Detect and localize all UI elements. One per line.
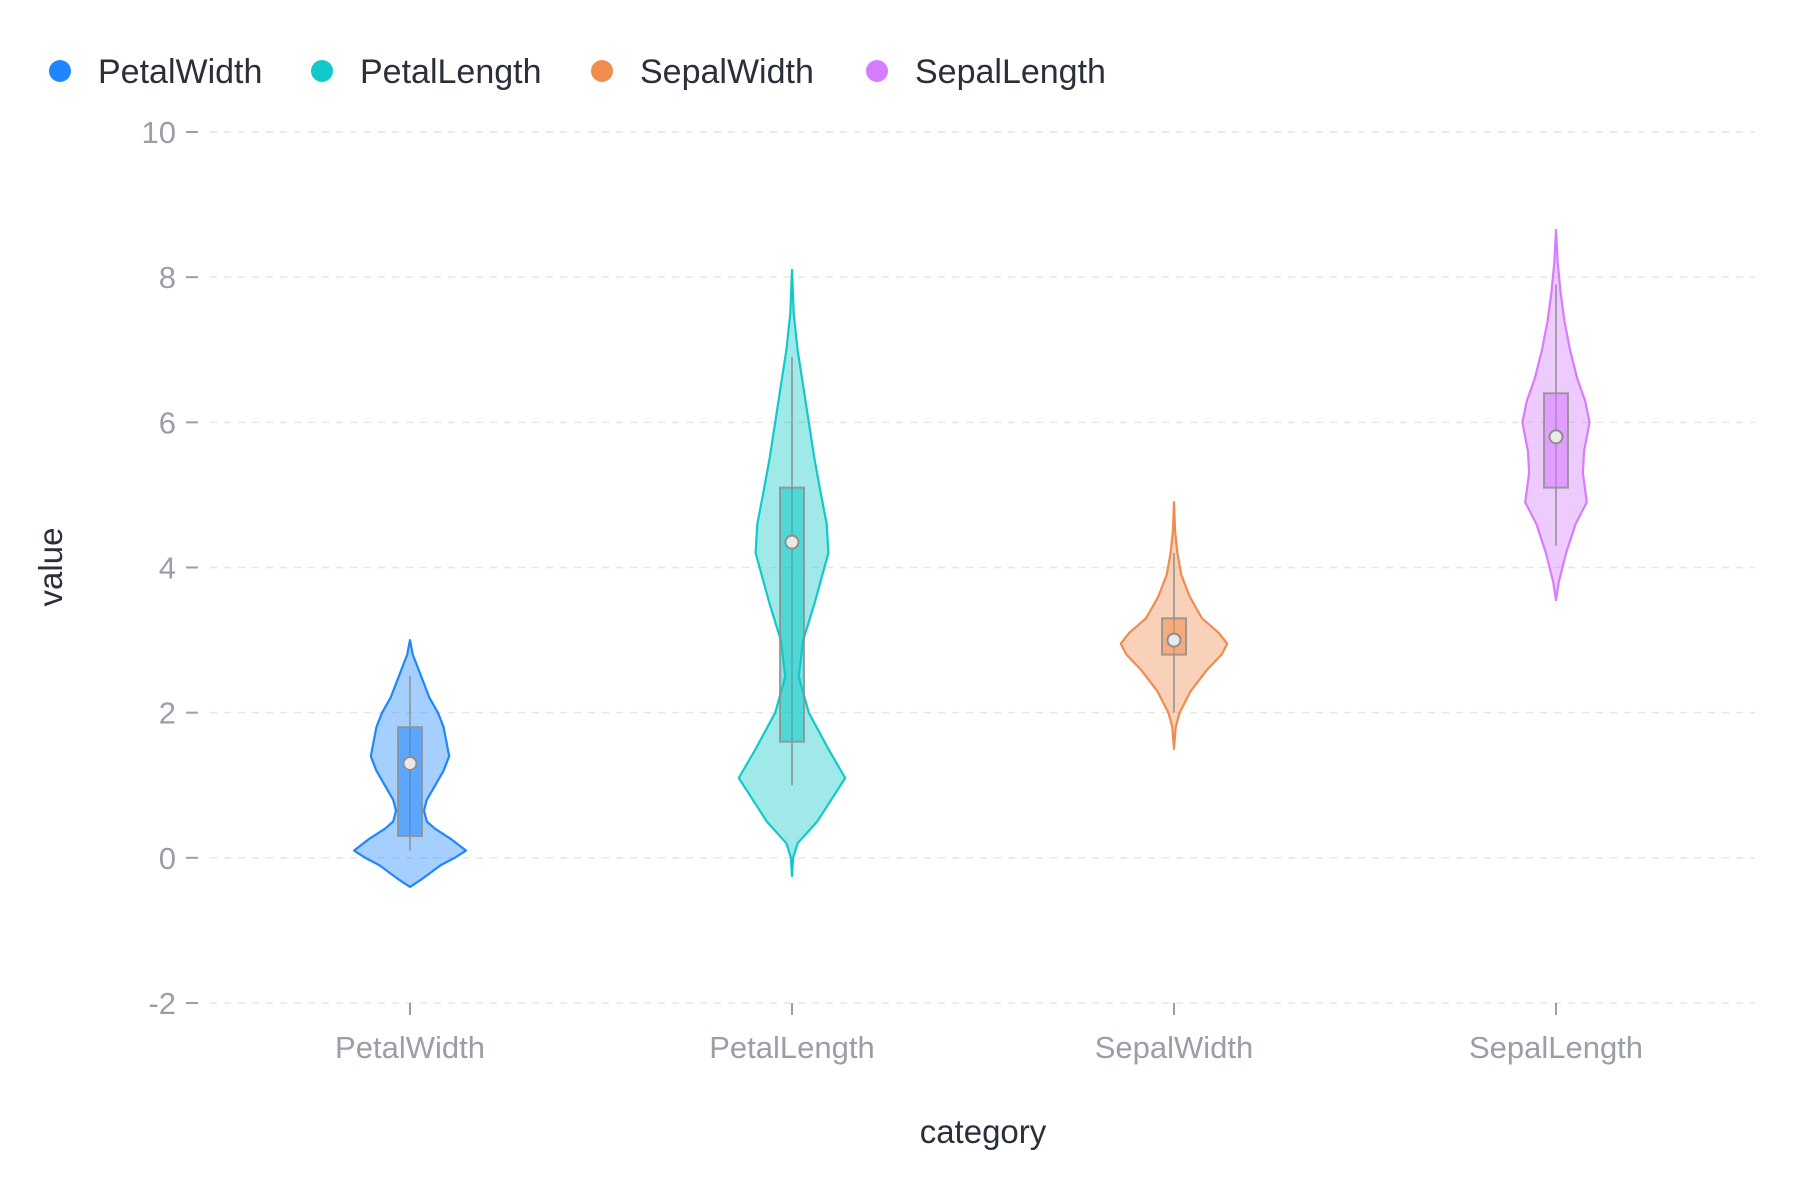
median-point	[402, 755, 418, 771]
legend-marker	[311, 60, 333, 82]
legend-marker	[866, 60, 888, 82]
x-tick-label: SepalWidth	[1095, 1030, 1254, 1065]
x-axis-title: category	[920, 1113, 1047, 1150]
y-axis-title: value	[32, 528, 69, 607]
x-axis: PetalWidth PetalLength SepalWidth SepalLeng…	[335, 1003, 1643, 1065]
legend-item-petallength: PetalLength	[311, 53, 542, 91]
legend-item-petalwidth: PetalWidth	[49, 53, 262, 91]
median-point	[1166, 632, 1182, 648]
violin-sepalwidth	[1119, 501, 1229, 751]
y-tick-label: 2	[159, 696, 176, 731]
legend-item-sepallength: SepalLength	[866, 53, 1106, 91]
median-point	[784, 534, 800, 550]
violin-petalwidth	[352, 639, 468, 888]
violin-petallength	[737, 268, 847, 878]
violin-sepallength	[1521, 228, 1591, 602]
y-axis: -2 0 2 4 6 8 10	[142, 115, 198, 1021]
x-tick-label: PetalLength	[709, 1030, 874, 1065]
y-tick-label: 6	[159, 405, 176, 440]
legend-label: PetalLength	[360, 53, 542, 91]
legend-marker	[591, 60, 613, 82]
y-tick-label: 8	[159, 260, 176, 295]
box-iqr	[397, 726, 423, 838]
legend-marker	[49, 60, 71, 82]
x-tick-label: PetalWidth	[335, 1030, 485, 1065]
legend-item-sepalwidth: SepalWidth	[591, 53, 814, 91]
y-tick-label: 10	[142, 115, 176, 150]
y-tick-label: 0	[159, 841, 176, 876]
legend-label: PetalWidth	[98, 53, 262, 91]
median-point	[1548, 429, 1564, 445]
y-tick-label: -2	[148, 986, 176, 1021]
gridlines	[210, 131, 1755, 1004]
legend-label: SepalLength	[915, 53, 1106, 91]
violins	[352, 228, 1591, 888]
legend-label: SepalWidth	[640, 53, 814, 91]
box-iqr	[779, 486, 805, 743]
legend: PetalWidth PetalLength SepalWidth SepalLeng…	[49, 53, 1106, 91]
y-tick-label: 4	[159, 551, 176, 586]
x-tick-label: SepalLength	[1469, 1030, 1643, 1065]
